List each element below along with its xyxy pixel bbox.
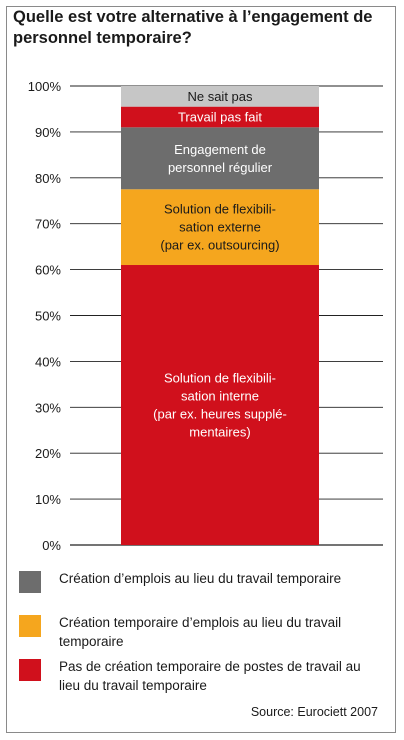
bar-segment (121, 86, 319, 107)
segment-label: Ne sait pas (187, 89, 253, 104)
y-tick-label: 50% (35, 309, 61, 324)
segment-label: (par ex. outsourcing) (160, 238, 279, 253)
chart-title: Quelle est votre alternative à l’engagem… (13, 8, 373, 47)
bar-segment (121, 106, 319, 128)
bar-segment (121, 265, 319, 545)
y-tick-label: 80% (35, 171, 61, 186)
segment-label: sation interne (181, 389, 259, 404)
segment-label: mentaires) (189, 425, 250, 440)
bar-segment (121, 127, 319, 190)
y-tick-label: 40% (35, 354, 61, 369)
y-tick-label: 10% (35, 492, 61, 507)
y-tick-label: 20% (35, 446, 61, 461)
legend-swatch (19, 571, 41, 593)
source-note: Source: Eurociett 2007 (250, 705, 378, 719)
segment-label: Engagement de (174, 142, 266, 157)
legend-item-regular-jobs: Création d’emplois au lieu du travail te… (19, 569, 369, 593)
legend-label: Création temporaire d’emplois au lieu du… (59, 615, 342, 649)
y-tick-label: 0% (42, 538, 61, 553)
segment-label: (par ex. heures supplé- (153, 407, 287, 422)
segment-label: personnel régulier (168, 160, 273, 175)
legend-item-no-positions: Pas de création temporaire de postes de … (19, 657, 369, 695)
y-tick-label: 100% (28, 79, 62, 94)
legend-item-temporary-jobs: Création temporaire d’emplois au lieu du… (19, 613, 369, 651)
y-tick-label: 30% (35, 400, 61, 415)
segment-label: Solution de flexibili- (164, 371, 276, 386)
segment-label: sation externe (179, 220, 261, 235)
stacked-bar-chart: 0% 10% 20% 30% 40% 50% 60% 70% 80% 90% 100% Solutio… (28, 79, 383, 553)
legend-label: Pas de création temporaire de postes de … (59, 659, 361, 693)
segment-label: Travail pas fait (178, 109, 262, 124)
legend-swatch (19, 659, 41, 681)
y-tick-label: 90% (35, 125, 61, 140)
legend-label: Création d’emplois au lieu du travail te… (59, 571, 342, 586)
y-tick-label: 60% (35, 263, 61, 278)
bar-segment (121, 189, 319, 266)
segment-label: Solution de flexibili- (164, 202, 276, 217)
legend-swatch (19, 615, 41, 637)
y-tick-label: 70% (35, 217, 61, 232)
